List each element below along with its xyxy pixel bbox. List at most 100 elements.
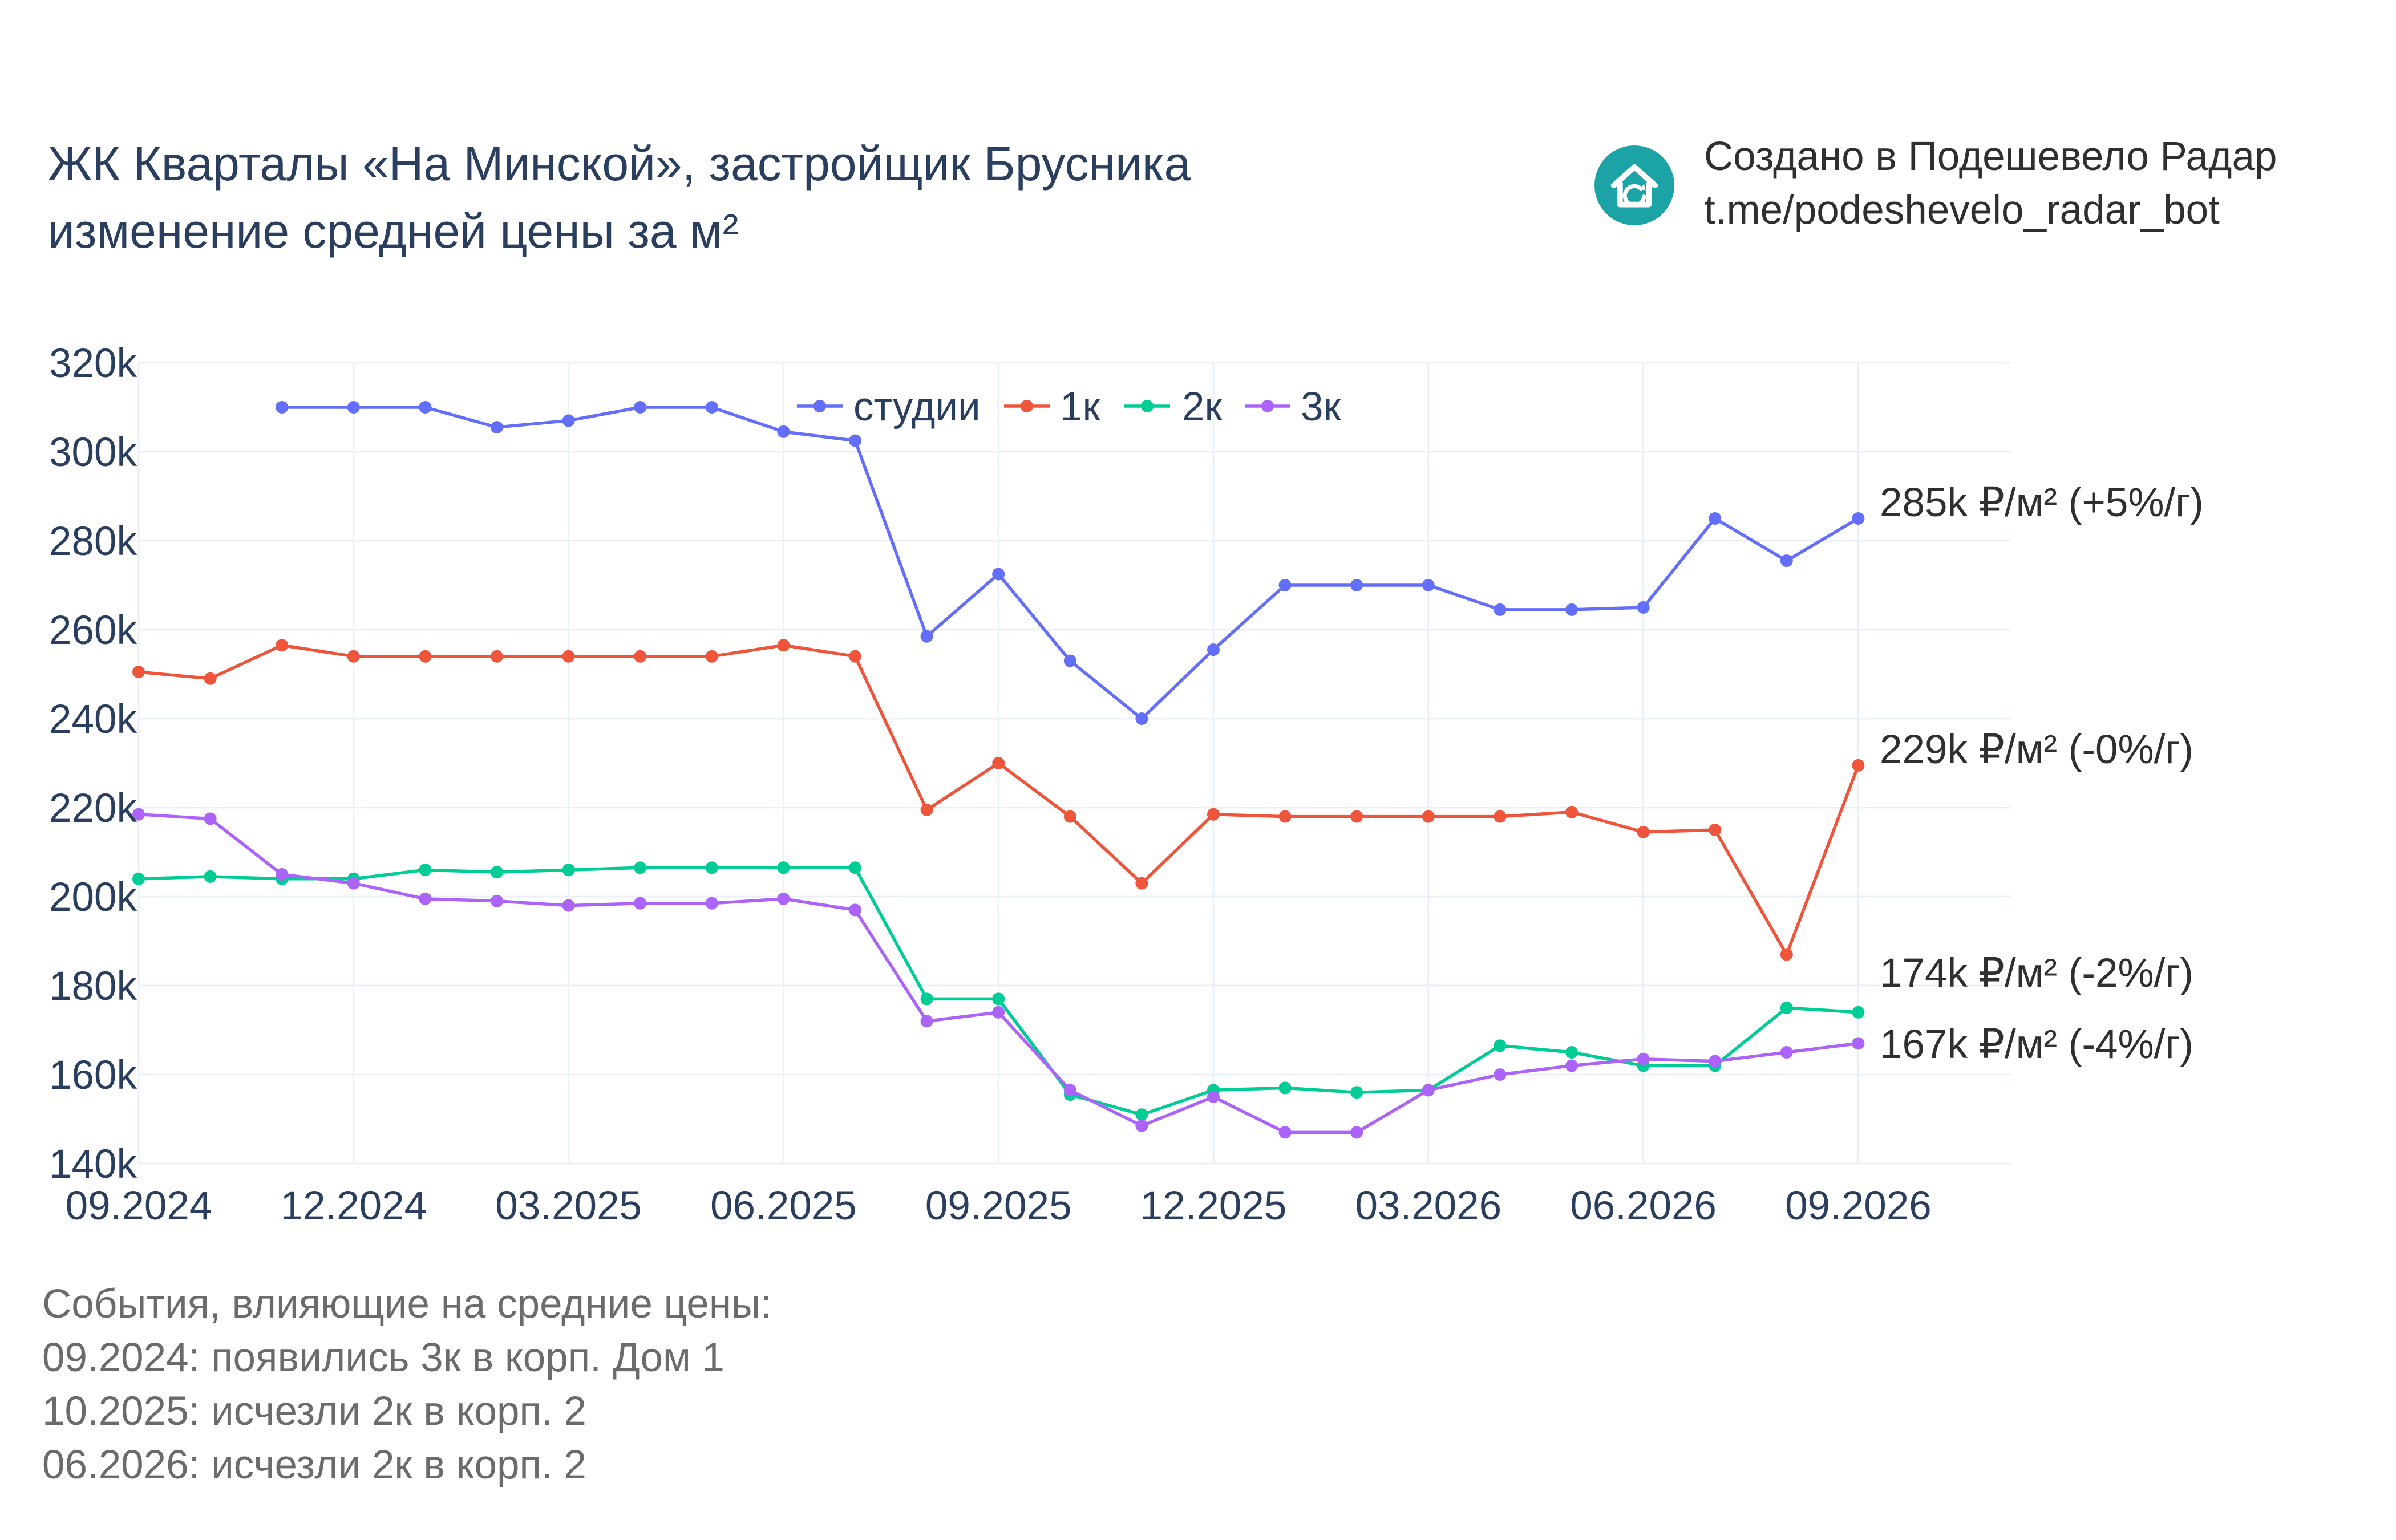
data-point — [1637, 825, 1650, 838]
data-point — [849, 434, 861, 447]
data-point — [1565, 805, 1578, 818]
data-point — [992, 1006, 1005, 1019]
end-label: 229k ₽/м² (-0%/г) — [1880, 727, 2193, 772]
legend-item: 1к — [1004, 384, 1100, 429]
chart-title: ЖК Кварталы «На Минской», застройщик Бру… — [48, 130, 1191, 265]
y-axis: 140k 160k 180k 200k 220k 240k 260k 280k 300k 320k — [49, 341, 137, 1187]
data-point — [1852, 1037, 1865, 1050]
data-point — [920, 992, 933, 1006]
data-point — [1852, 759, 1865, 772]
data-point — [204, 812, 217, 825]
y-tick-label: 180k — [49, 964, 137, 1009]
data-point — [1207, 808, 1220, 821]
data-point — [347, 650, 360, 663]
end-label: 167k ₽/м² (-4%/г) — [1880, 1022, 2193, 1067]
event-item: 09.2024: появились 3к в корп. Дом 1 — [42, 1335, 725, 1380]
series-3к — [132, 808, 1865, 1139]
data-point — [1135, 1119, 1148, 1132]
data-point — [562, 650, 575, 663]
brand-block[interactable]: Создано в Подешевело Радар t.me/podeshev… — [1594, 130, 2277, 237]
y-tick-label: 220k — [49, 786, 137, 831]
data-point — [491, 866, 503, 879]
data-point — [1350, 579, 1363, 591]
data-point — [562, 899, 575, 912]
data-point — [1063, 1084, 1076, 1097]
data-point — [1852, 512, 1865, 525]
data-point — [1278, 1081, 1292, 1095]
data-point — [1709, 1055, 1722, 1068]
events-note: События, влияющие на средние цены: 09.20… — [42, 1278, 772, 1492]
brand-name: Создано в Подешевело Радар — [1704, 134, 2277, 179]
data-point — [777, 639, 790, 652]
data-point — [491, 421, 503, 434]
y-tick-label: 300k — [49, 430, 137, 475]
data-point — [1135, 877, 1148, 890]
data-point — [491, 650, 503, 663]
data-point — [276, 401, 289, 414]
legend-label: 2к — [1182, 384, 1223, 429]
data-point — [634, 401, 647, 414]
x-tick-label: 09.2024 — [66, 1184, 212, 1229]
data-point — [347, 877, 360, 890]
brand-link[interactable]: t.me/podeshevelo_radar_bot — [1704, 188, 2220, 233]
data-point — [276, 639, 289, 652]
data-point — [705, 401, 718, 414]
data-point — [1494, 1068, 1507, 1081]
data-point — [1422, 810, 1435, 823]
data-point — [419, 892, 432, 905]
data-point — [1278, 810, 1292, 823]
y-tick-label: 320k — [49, 341, 137, 386]
data-point — [1350, 810, 1363, 823]
data-point — [1852, 1006, 1865, 1019]
x-tick-label: 03.2026 — [1355, 1184, 1501, 1229]
data-point — [634, 897, 647, 910]
data-point — [204, 870, 217, 883]
data-point — [1494, 1039, 1507, 1052]
data-point — [849, 650, 861, 663]
data-point — [1780, 554, 1793, 568]
data-point — [849, 903, 861, 917]
data-point — [1565, 603, 1578, 616]
series-студии — [276, 401, 1865, 725]
x-tick-label: 06.2026 — [1570, 1184, 1717, 1229]
legend-item: 2к — [1124, 384, 1223, 429]
legend-swatch-marker — [1021, 400, 1033, 412]
data-point — [1637, 601, 1650, 614]
data-point — [992, 992, 1005, 1006]
data-point — [920, 630, 933, 643]
data-point — [992, 757, 1005, 769]
data-point — [1135, 712, 1148, 725]
legend-label: студии — [853, 384, 981, 429]
chart-legend: студии 1к 2к 3к — [797, 384, 1341, 429]
data-point — [1494, 810, 1507, 823]
chart-series — [132, 401, 1865, 1139]
data-point — [1135, 1108, 1148, 1121]
legend-item: 3к — [1245, 384, 1341, 429]
data-point — [705, 650, 718, 663]
data-point — [849, 861, 861, 874]
data-point — [777, 425, 790, 438]
series-line — [282, 406, 1859, 720]
x-tick-label: 12.2024 — [280, 1184, 427, 1229]
data-point — [491, 894, 503, 907]
data-point — [562, 414, 575, 427]
data-point — [419, 401, 432, 414]
data-point — [132, 872, 145, 885]
data-point — [1780, 1002, 1793, 1014]
data-point — [1278, 1126, 1292, 1139]
legend-item: студии — [797, 384, 981, 429]
data-point — [634, 861, 647, 874]
data-point — [132, 666, 145, 679]
data-point — [1637, 1052, 1650, 1065]
events-heading: События, влияющие на средние цены: — [42, 1282, 772, 1327]
event-item: 10.2025: исчезли 2к в корп. 2 — [42, 1389, 586, 1434]
title-line-2: изменение средней цены за м² — [48, 204, 739, 258]
data-point — [419, 864, 432, 877]
x-tick-label: 09.2026 — [1785, 1184, 1932, 1229]
data-point — [634, 650, 647, 663]
data-point — [1278, 579, 1292, 591]
data-point — [132, 808, 145, 821]
data-point — [347, 401, 360, 414]
data-point — [920, 803, 933, 816]
